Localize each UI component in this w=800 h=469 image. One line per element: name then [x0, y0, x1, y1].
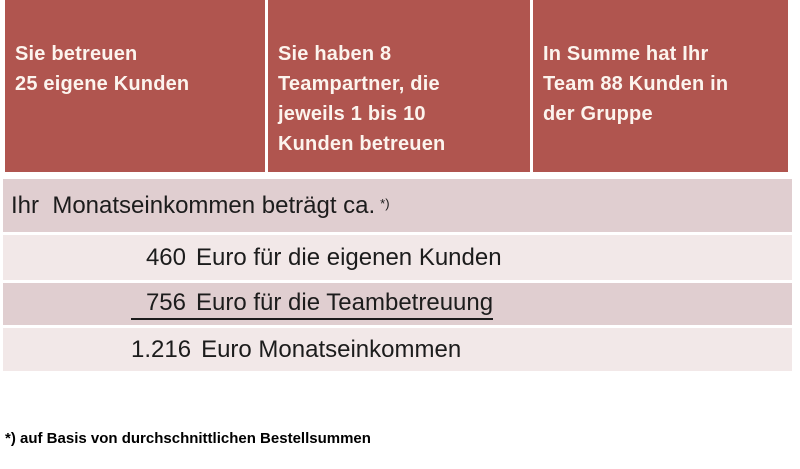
- header-table: Sie betreuen 25 eigene Kunden Sie haben …: [5, 0, 788, 172]
- income-intro-row: Ihr Monatseinkommen beträgt ca. *): [3, 179, 792, 232]
- header-cell-team-total: In Summe hat Ihr Team 88 Kunden in der G…: [533, 0, 788, 172]
- header-cell-own-customers: Sie betreuen 25 eigene Kunden: [5, 0, 265, 172]
- footnote-marker: *): [5, 430, 16, 447]
- income-total-row: 1.216 Euro Monatseinkommen: [3, 328, 792, 371]
- amount-total: 1.216: [131, 335, 192, 363]
- footnote: *) auf Basis von durchschnittlichen Best…: [5, 430, 371, 447]
- income-table: Ihr Monatseinkommen beträgt ca. *) 460 Eur…: [3, 179, 792, 374]
- income-own-customers-row: 460 Euro für die eigenen Kunden: [3, 235, 792, 280]
- header-cell-own-customers-text: Sie betreuen 25 eigene Kunden: [15, 43, 190, 95]
- income-intro-text: Ihr Monatseinkommen beträgt ca.: [11, 191, 376, 219]
- income-team-row: 756 Euro für die Teambetreuung: [3, 283, 792, 325]
- amount-team: 756: [145, 288, 186, 316]
- header-cell-team-partners-text: Sie haben 8 Teampartner, die jeweils 1 b…: [278, 43, 446, 155]
- amount-own-customers: 460: [145, 243, 186, 271]
- footnote-text: auf Basis von durchschnittlichen Bestell…: [20, 430, 371, 447]
- income-total-text: Euro Monatseinkommen: [201, 335, 462, 363]
- header-cell-team-partners: Sie haben 8 Teampartner, die jeweils 1 b…: [268, 0, 530, 172]
- income-team-underlined-group: 756 Euro für die Teambetreuung: [131, 288, 494, 320]
- income-team-text: Euro für die Teambetreuung: [196, 288, 494, 316]
- header-cell-team-total-text: In Summe hat Ihr Team 88 Kunden in der G…: [543, 43, 729, 125]
- income-own-customers-text: Euro für die eigenen Kunden: [196, 243, 502, 271]
- footnote-reference-marker: *): [380, 196, 390, 211]
